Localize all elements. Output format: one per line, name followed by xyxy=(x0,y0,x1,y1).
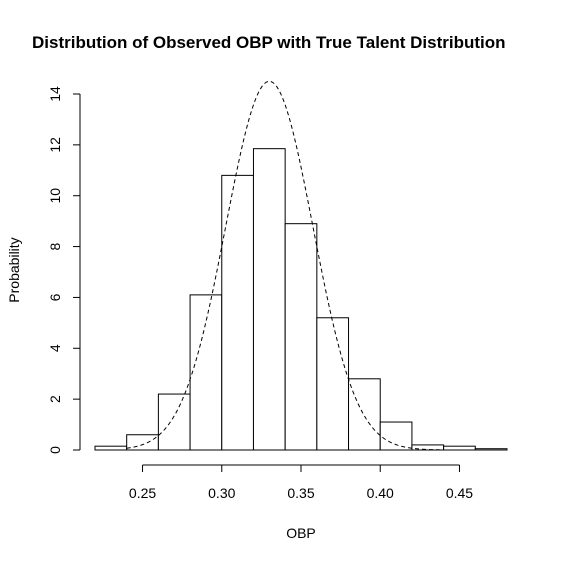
histogram-bar-5 xyxy=(252,148,286,451)
true-talent-density-curve xyxy=(126,80,444,451)
histogram-bar-3 xyxy=(189,294,223,451)
histogram-bar-2 xyxy=(157,393,191,451)
histogram-bar-6 xyxy=(284,223,318,451)
histogram-bars xyxy=(94,148,508,451)
y-axis: 0 2 4 6 8 10 12 14 xyxy=(47,86,81,454)
x-tick-label-1: 0.30 xyxy=(208,485,235,501)
x-tick-label-3: 0.40 xyxy=(367,485,394,501)
x-axis: 0.25 0.30 0.35 0.40 0.45 xyxy=(129,464,473,501)
y-tick-label-5: 10 xyxy=(47,188,63,204)
y-tick-label-3: 6 xyxy=(47,293,63,301)
x-tick-label-4: 0.45 xyxy=(446,485,473,501)
histogram-bar-1 xyxy=(126,434,159,451)
histogram-bar-4 xyxy=(221,174,254,451)
y-tick-label-0: 0 xyxy=(47,446,63,454)
x-tick-label-0: 0.25 xyxy=(129,485,156,501)
histogram-bar-9 xyxy=(379,421,413,451)
y-tick-label-1: 2 xyxy=(47,395,63,403)
x-axis-label: OBP xyxy=(286,525,316,541)
histogram-bar-0 xyxy=(94,445,128,451)
y-tick-label-4: 8 xyxy=(47,242,63,250)
y-tick-label-7: 14 xyxy=(47,86,63,102)
histogram-bar-7 xyxy=(316,317,350,451)
y-tick-label-6: 12 xyxy=(47,137,63,153)
histogram-bar-11 xyxy=(443,445,476,451)
histogram-bar-12 xyxy=(474,448,508,451)
x-tick-label-2: 0.35 xyxy=(287,485,314,501)
chart-title: Distribution of Observed OBP with True T… xyxy=(32,33,506,52)
histogram-bar-8 xyxy=(348,378,381,451)
y-axis-label: Probability xyxy=(6,237,22,302)
y-tick-label-2: 4 xyxy=(47,344,63,352)
